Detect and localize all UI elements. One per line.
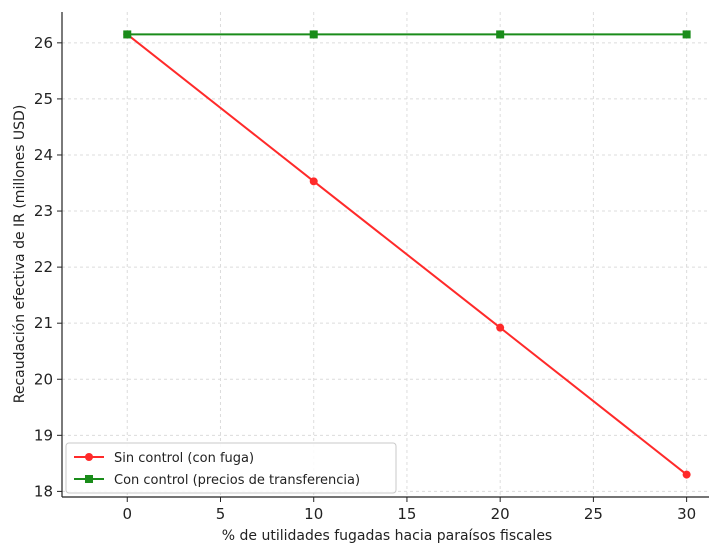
y-tick-label: 26: [34, 34, 53, 52]
data-point: [683, 471, 691, 479]
data-point: [310, 30, 318, 38]
y-tick-label: 25: [34, 90, 53, 108]
x-tick-label: 0: [122, 505, 132, 523]
data-point: [683, 30, 691, 38]
x-tick-label: 20: [491, 505, 510, 523]
data-point: [310, 177, 318, 185]
y-tick-label: 20: [34, 370, 53, 388]
x-tick-label: 5: [216, 505, 226, 523]
y-tick-label: 21: [34, 314, 53, 332]
y-tick-label: 23: [34, 202, 53, 220]
axes: [62, 12, 709, 497]
legend-swatch-marker-sin-control: [85, 453, 93, 461]
legend-swatch-marker-con-control: [85, 475, 93, 483]
x-axis-label: % de utilidades fugadas hacia paraísos f…: [222, 528, 552, 543]
y-axis-label: Recaudación efectiva de IR (millones USD…: [12, 105, 28, 404]
legend-label-con-control: Con control (precios de transferencia): [114, 473, 360, 488]
data-point: [496, 30, 504, 38]
x-tick-label: 15: [397, 505, 416, 523]
y-tick-label: 22: [34, 258, 53, 276]
y-tick-label: 18: [34, 482, 53, 500]
legend-label-sin-control: Sin control (con fuga): [114, 451, 254, 466]
x-tick-label: 10: [304, 505, 323, 523]
legend: Sin control (con fuga) Con control (prec…: [66, 443, 396, 493]
data-point: [496, 324, 504, 332]
y-tick-label: 24: [34, 146, 53, 164]
x-tick-label: 30: [677, 505, 696, 523]
y-tick-label: 19: [34, 426, 53, 444]
grid: [62, 12, 709, 497]
x-tick-label: 25: [584, 505, 603, 523]
data-point: [123, 30, 131, 38]
